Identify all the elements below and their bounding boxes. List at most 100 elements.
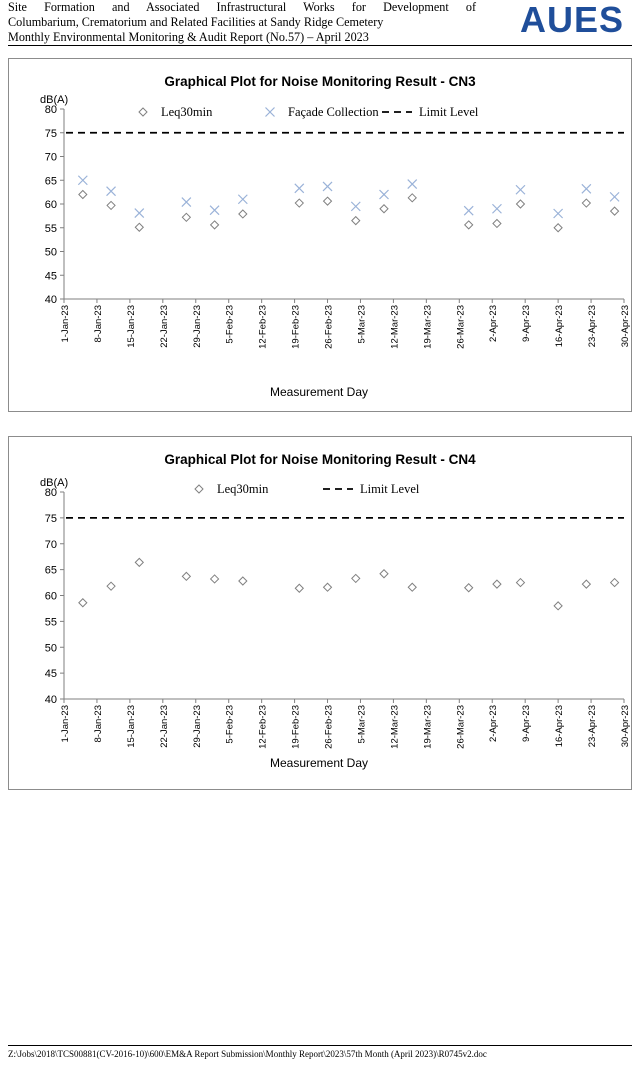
leq30min-point	[407, 582, 417, 592]
x-tick-label: 15-Jan-23	[126, 305, 137, 348]
x-tick-label: 29-Jan-23	[192, 705, 203, 748]
x-axis-label: Measurement Day	[270, 756, 368, 770]
x-tick-label: 5-Mar-23	[356, 305, 367, 344]
legend-marker-leq30min	[194, 484, 204, 494]
x-marker-stroke	[407, 179, 418, 189]
leq30min-point	[581, 198, 592, 208]
leq30min-point	[515, 199, 526, 209]
y-tick-label: 40	[45, 694, 57, 706]
x-tick-label: 29-Jan-23	[192, 305, 203, 348]
y-tick-label: 40	[45, 294, 57, 306]
y-tick-label: 45	[45, 668, 57, 680]
y-tick-label: 60	[45, 591, 57, 603]
leq30min-point	[322, 196, 333, 206]
leq30min-point	[209, 220, 220, 230]
header-line-3: Monthly Environmental Monitoring & Audit…	[8, 30, 369, 44]
x-tick-label: 1-Jan-23	[60, 305, 71, 343]
x-marker-stroke	[553, 208, 564, 219]
leq30min-point	[78, 189, 88, 200]
leq30min-point	[351, 573, 361, 584]
legend-label: Leq30min	[217, 482, 269, 496]
facade-collection-point	[181, 197, 192, 208]
y-tick-label: 55	[45, 223, 57, 235]
y-tick-label: 75	[45, 128, 57, 140]
x-marker-stroke	[322, 181, 333, 192]
leq30min-point	[106, 200, 116, 211]
y-tick-label: 80	[45, 104, 57, 116]
x-tick-label: 22-Jan-23	[159, 305, 170, 348]
x-marker-stroke	[463, 205, 474, 216]
leq30min-point	[553, 223, 563, 233]
chart-cn3: Graphical Plot for Noise Monitoring Resu…	[40, 74, 631, 399]
x-tick-label: 23-Apr-23	[587, 705, 598, 747]
facade-collection-point	[407, 179, 418, 189]
leq30min-point	[294, 583, 305, 593]
footer-divider	[8, 1045, 632, 1046]
y-tick-label: 80	[45, 487, 57, 499]
x-tick-label: 30-Apr-23	[620, 705, 631, 747]
leq30min-point	[181, 212, 192, 223]
facade-collection-point	[134, 208, 145, 218]
x-marker-stroke	[515, 184, 526, 195]
y-axis-label: dB(A)	[40, 94, 68, 106]
facade-collection-point	[463, 205, 474, 216]
facade-collection-point	[209, 205, 220, 216]
legend-label: Façade Collection	[288, 105, 379, 119]
leq30min-point	[463, 220, 474, 230]
x-marker-stroke	[265, 107, 275, 117]
leq30min-point	[407, 193, 417, 203]
chart-title: Graphical Plot for Noise Monitoring Resu…	[164, 452, 476, 467]
x-tick-label: 5-Feb-23	[225, 705, 236, 744]
leq30min-point	[515, 577, 526, 588]
x-tick-label: 23-Apr-23	[587, 305, 598, 347]
legend-label: Limit Level	[360, 482, 420, 496]
facade-collection-point	[322, 181, 333, 192]
x-tick-label: 5-Feb-23	[225, 305, 236, 344]
legend-marker-leq30min	[138, 107, 148, 117]
leq30min-point	[553, 601, 563, 611]
x-tick-label: 12-Feb-23	[258, 305, 269, 349]
leq30min-point	[581, 579, 592, 589]
leq30min-point	[209, 574, 220, 584]
facade-collection-point	[237, 194, 248, 205]
x-marker-stroke	[237, 194, 248, 205]
x-marker-stroke	[77, 175, 88, 186]
x-tick-label: 12-Feb-23	[258, 705, 269, 749]
y-tick-label: 60	[45, 199, 57, 211]
facade-collection-point	[515, 184, 526, 195]
x-tick-label: 8-Jan-23	[93, 305, 104, 343]
report-header: Site Formation and Associated Infrastruc…	[8, 0, 628, 46]
facade-collection-point	[350, 201, 361, 212]
facade-collection-point	[492, 203, 502, 214]
y-tick-label: 65	[45, 565, 57, 577]
legend-marker-facade-collection	[265, 107, 275, 117]
x-tick-label: 26-Mar-23	[455, 305, 466, 349]
x-tick-label: 19-Feb-23	[291, 705, 302, 749]
x-marker-stroke	[134, 208, 145, 218]
x-tick-label: 15-Jan-23	[126, 705, 137, 748]
facade-collection-point	[294, 183, 305, 194]
x-tick-label: 19-Feb-23	[291, 305, 302, 349]
legend-label: Leq30min	[161, 105, 213, 119]
y-tick-label: 55	[45, 616, 57, 628]
leq30min-point	[609, 577, 620, 588]
chart-panel-cn3: Graphical Plot for Noise Monitoring Resu…	[8, 58, 632, 412]
x-tick-label: 16-Apr-23	[554, 705, 565, 747]
facade-collection-point	[77, 175, 88, 186]
aues-logo: AUES	[519, 0, 624, 40]
leq30min-point	[238, 209, 248, 219]
leq30min-point	[379, 204, 389, 214]
header-divider	[8, 45, 632, 46]
leq30min-point	[463, 583, 474, 593]
x-tick-label: 26-Feb-23	[324, 305, 335, 349]
leq30min-point	[181, 571, 192, 582]
leq30min-point	[351, 215, 361, 226]
x-tick-label: 26-Mar-23	[455, 705, 466, 749]
facade-collection-point	[609, 191, 620, 202]
chart-title: Graphical Plot for Noise Monitoring Resu…	[164, 74, 476, 89]
x-tick-label: 5-Mar-23	[356, 705, 367, 744]
leq30min-point	[322, 582, 333, 592]
x-tick-label: 12-Mar-23	[389, 305, 400, 349]
leq30min-point	[134, 222, 145, 232]
leq30min-point	[238, 576, 248, 586]
